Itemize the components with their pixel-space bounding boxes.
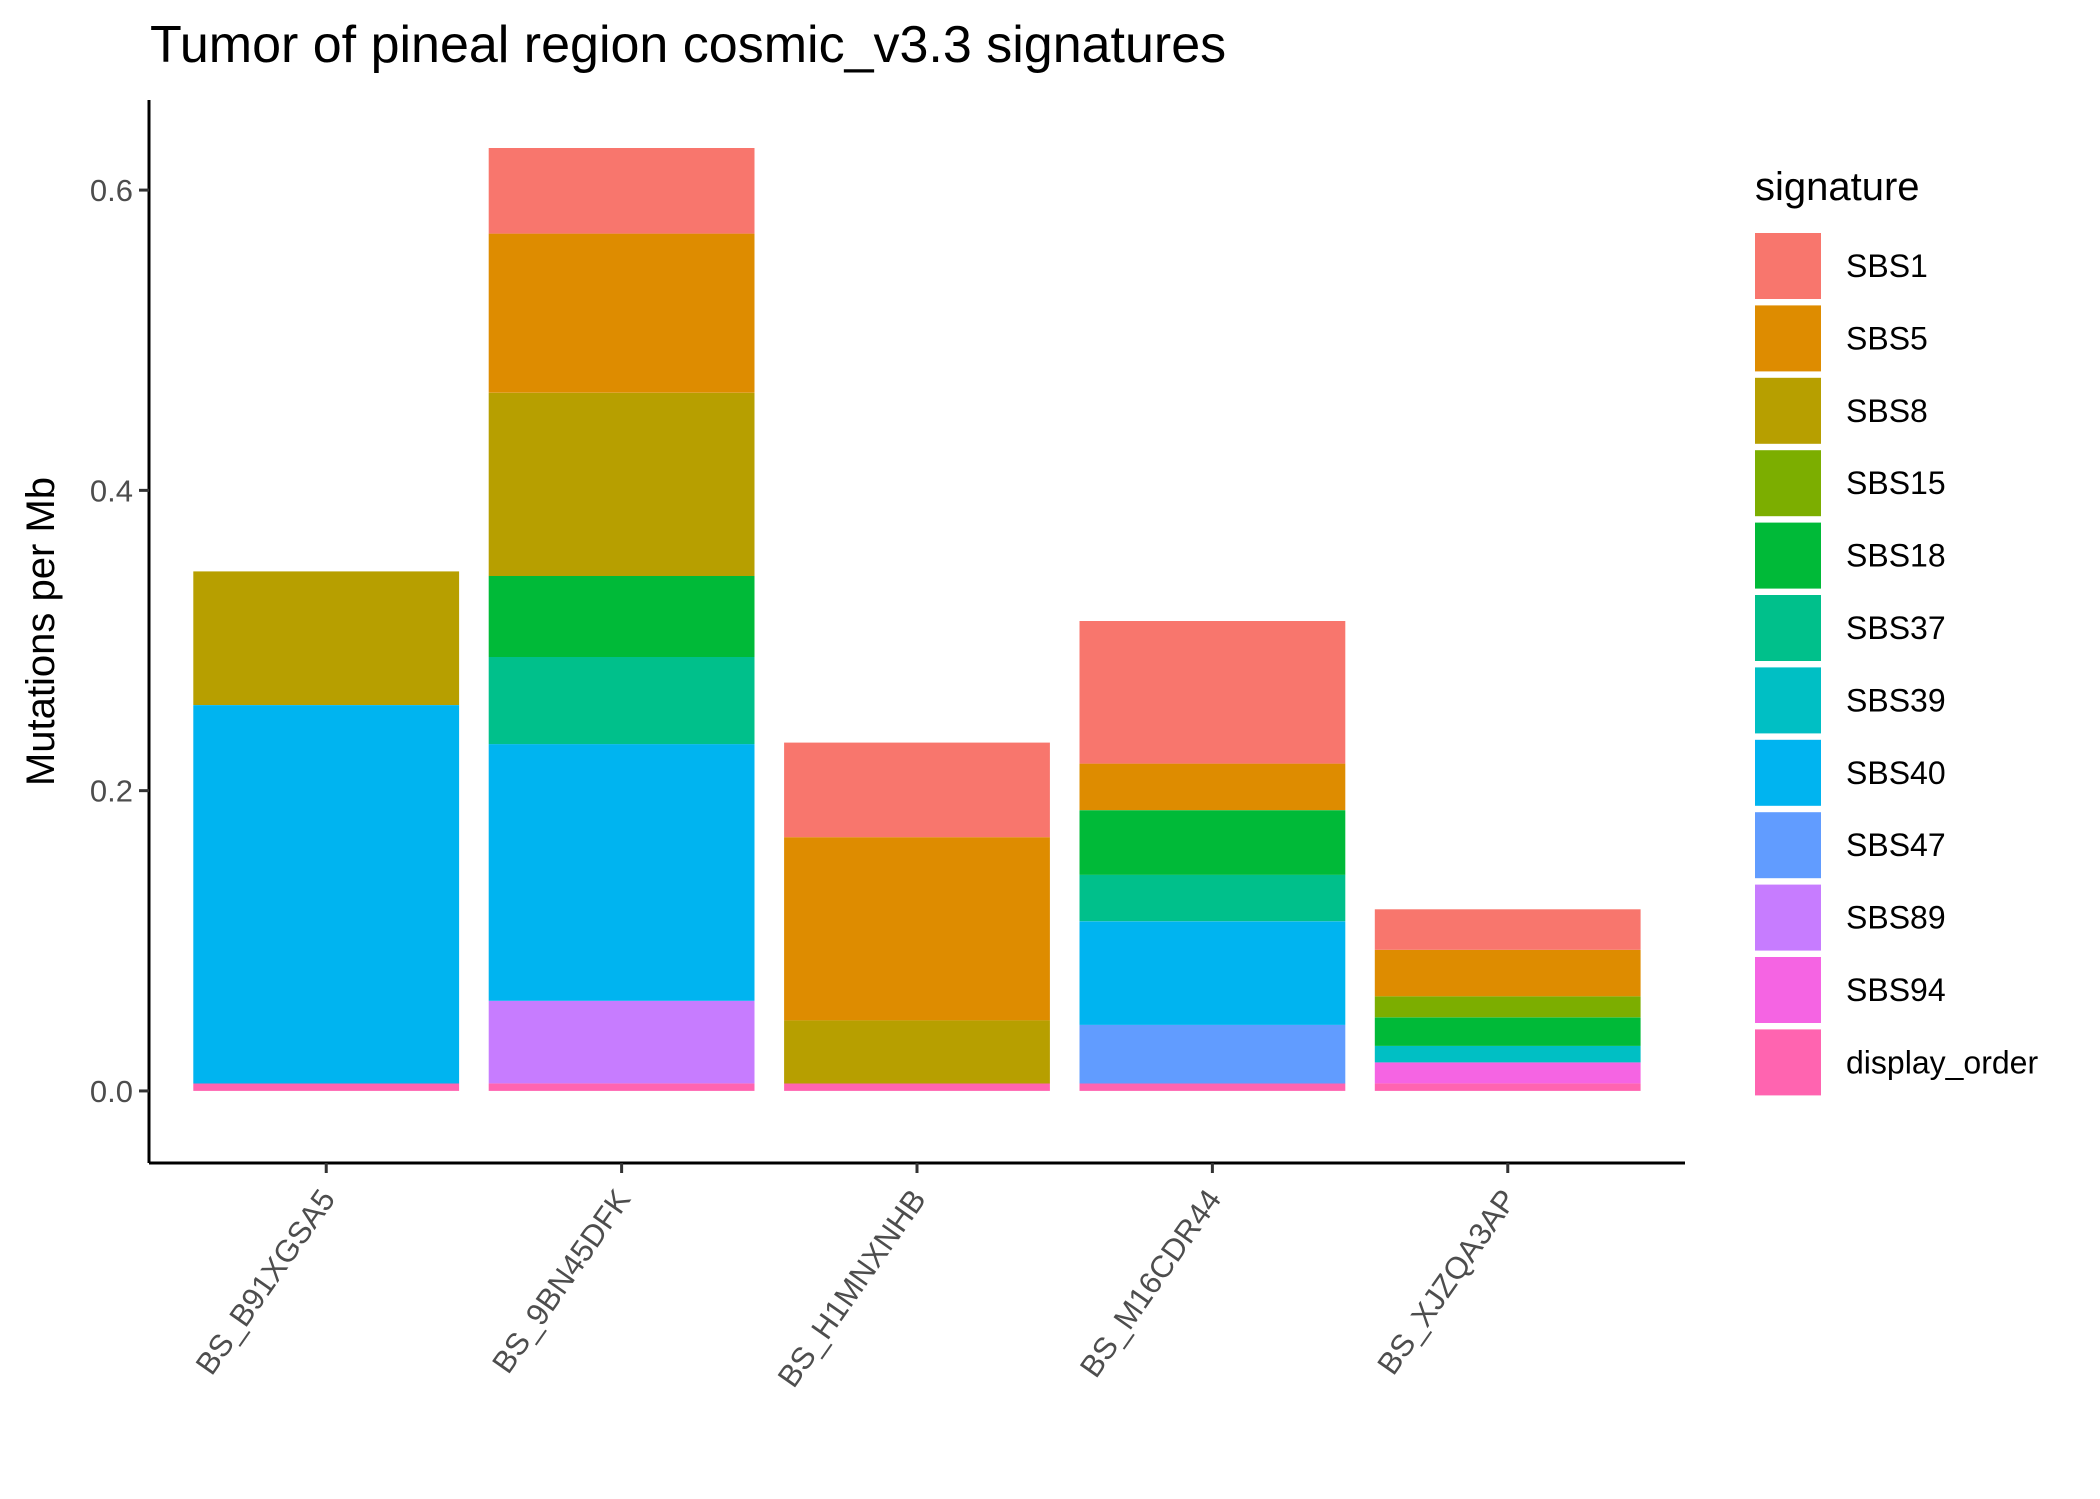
legend-label: SBS47 xyxy=(1846,827,1946,863)
bar-segment-sbs39-bs_xjzqa3ap xyxy=(1374,1045,1641,1063)
legend-label: SBS39 xyxy=(1846,682,1946,718)
legend-key xyxy=(1755,450,1821,517)
bar-segment-sbs18-bs_m16cdr44 xyxy=(1079,810,1346,875)
x-axis: BS_B91XGSA5 BS_9BN45DFK BS_H1MNXNHB BS_M16C… xyxy=(149,1161,1685,1394)
legend-label: SBS5 xyxy=(1846,320,1928,356)
y-axis-title: Mutations per Mb xyxy=(19,477,63,786)
bar-segment-sbs8-bs_9bn45dfk xyxy=(488,392,755,576)
legend-item-display-order: display_order xyxy=(1755,1029,2038,1096)
bar-segment-sbs94-bs_xjzqa3ap xyxy=(1374,1062,1641,1084)
bar-segment-sbs15-bs_xjzqa3ap xyxy=(1374,996,1641,1018)
bar-segment-sbs1-bs_xjzqa3ap xyxy=(1374,909,1641,950)
bar-segment-sbs37-bs_9bn45dfk xyxy=(488,657,755,745)
legend-item-sbs39: SBS39 xyxy=(1755,667,1946,734)
legend-item-sbs18: SBS18 xyxy=(1755,522,1946,589)
legend-item-sbs37: SBS37 xyxy=(1755,595,1946,661)
bar-segment-sbs18-bs_9bn45dfk xyxy=(488,575,755,657)
bar-segment-sbs8-bs_h1mnxnhb xyxy=(784,1020,1050,1084)
y-tick-label: 0.2 xyxy=(90,774,133,809)
bar-segment-sbs40-bs_b91xgsa5 xyxy=(193,705,460,1084)
legend-title: signature xyxy=(1755,165,1920,209)
legend-key xyxy=(1755,595,1821,661)
bar-segment-sbs37-bs_m16cdr44 xyxy=(1079,874,1346,922)
legend: signature SBS1SBS5SBS8SBS15SBS18SBS37SBS… xyxy=(1755,165,2038,1096)
bar-segment-sbs5-bs_xjzqa3ap xyxy=(1374,949,1641,997)
x-tick-label: BS_H1MNXNHB xyxy=(771,1183,933,1394)
legend-label: SBS1 xyxy=(1846,248,1928,284)
legend-key xyxy=(1755,812,1821,879)
legend-item-sbs15: SBS15 xyxy=(1755,450,1946,517)
legend-label: SBS40 xyxy=(1846,755,1946,791)
legend-label: SBS37 xyxy=(1846,610,1946,646)
legend-items: SBS1 SBS5 SBS8 SBS15 SBS18 SBS37 SBS39 SBS40 SBS… xyxy=(1755,233,2038,1096)
legend-item-sbs47: SBS47 xyxy=(1755,812,1946,879)
legend-key xyxy=(1755,305,1821,372)
legend-label: SBS15 xyxy=(1846,465,1946,501)
bars-layer xyxy=(193,148,1641,1091)
legend-key xyxy=(1755,1029,1821,1096)
y-axis: 0.0 0.2 0.4 0.6 xyxy=(90,100,151,1163)
legend-label: SBS18 xyxy=(1846,538,1946,574)
bar-segment-display-order-bs_9bn45dfk xyxy=(488,1083,755,1091)
legend-item-sbs40: SBS40 xyxy=(1755,739,1946,806)
bar-segment-sbs1-bs_m16cdr44 xyxy=(1079,621,1346,764)
bar-segment-sbs1-bs_9bn45dfk xyxy=(488,148,755,234)
bar-segment-sbs8-bs_b91xgsa5 xyxy=(193,571,460,705)
legend-key xyxy=(1755,957,1821,1023)
bar-segment-sbs40-bs_9bn45dfk xyxy=(488,744,755,1001)
bar-segment-display-order-bs_h1mnxnhb xyxy=(784,1083,1050,1091)
bar-segment-sbs18-bs_xjzqa3ap xyxy=(1374,1017,1641,1046)
legend-label: SBS94 xyxy=(1846,972,1946,1008)
x-tick-label: BS_B91XGSA5 xyxy=(189,1183,342,1381)
legend-label: display_order xyxy=(1846,1044,2038,1080)
x-tick-label: BS_M16CDR44 xyxy=(1073,1183,1228,1384)
chart-title: Tumor of pineal region cosmic_v3.3 signa… xyxy=(150,16,1226,74)
bar-segment-sbs5-bs_9bn45dfk xyxy=(488,233,755,393)
legend-item-sbs89: SBS89 xyxy=(1755,884,1946,951)
legend-key xyxy=(1755,739,1821,806)
legend-key xyxy=(1755,884,1821,951)
bar-segment-display-order-bs_b91xgsa5 xyxy=(193,1083,460,1091)
legend-item-sbs8: SBS8 xyxy=(1755,377,1928,444)
bar-segment-display-order-bs_m16cdr44 xyxy=(1079,1083,1346,1091)
x-tick-label: BS_XJZQA3AP xyxy=(1370,1183,1523,1381)
bar-segment-sbs47-bs_m16cdr44 xyxy=(1079,1024,1346,1084)
legend-key xyxy=(1755,522,1821,589)
bar-segment-sbs89-bs_9bn45dfk xyxy=(488,1000,755,1084)
y-tick-label: 0.4 xyxy=(90,473,133,508)
legend-key xyxy=(1755,233,1821,299)
bar-segment-sbs1-bs_h1mnxnhb xyxy=(784,742,1050,838)
bar-segment-sbs40-bs_m16cdr44 xyxy=(1079,921,1346,1025)
legend-key xyxy=(1755,667,1821,734)
bar-segment-sbs5-bs_h1mnxnhb xyxy=(784,837,1050,1021)
legend-label: SBS89 xyxy=(1846,900,1946,936)
legend-item-sbs94: SBS94 xyxy=(1755,957,1946,1023)
legend-label: SBS8 xyxy=(1846,393,1928,429)
bar-segment-display-order-bs_xjzqa3ap xyxy=(1374,1083,1641,1091)
y-tick-label: 0.0 xyxy=(90,1074,133,1109)
legend-key xyxy=(1755,377,1821,444)
legend-item-sbs5: SBS5 xyxy=(1755,305,1928,372)
x-tick-label: BS_9BN45DFK xyxy=(485,1183,637,1380)
bar-segment-sbs5-bs_m16cdr44 xyxy=(1079,763,1346,811)
legend-item-sbs1: SBS1 xyxy=(1755,233,1928,299)
y-tick-label: 0.6 xyxy=(90,173,133,208)
